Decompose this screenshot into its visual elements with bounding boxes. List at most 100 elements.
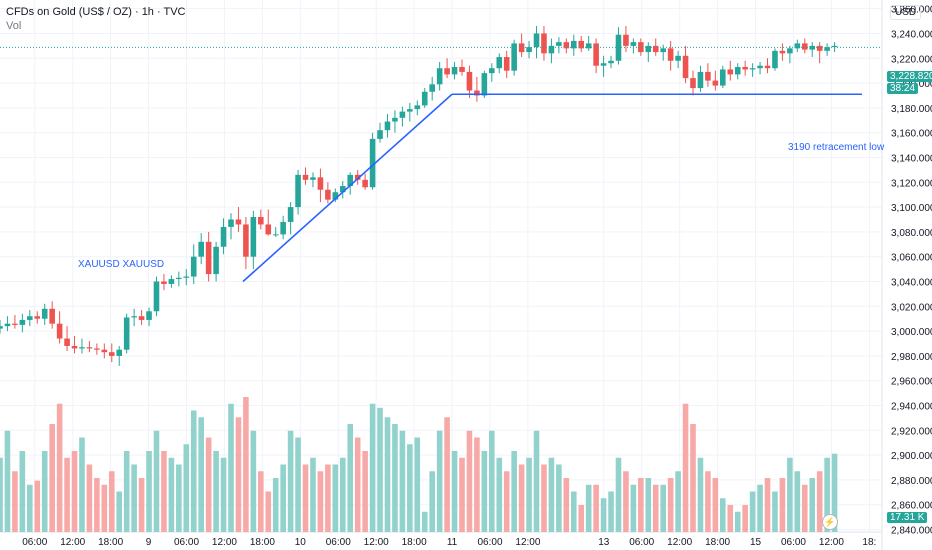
volume-bar — [682, 403, 689, 532]
retracement-label: 3190 retracement low — [788, 142, 885, 153]
volume-bar — [757, 484, 763, 532]
volume-bar — [362, 451, 368, 532]
volume-bar — [593, 484, 599, 532]
candle-body — [489, 68, 495, 74]
volume-bar — [49, 424, 55, 532]
candle-body — [101, 349, 108, 353]
volume-bar — [41, 451, 48, 532]
volume-bar — [4, 430, 11, 532]
candle-body — [228, 219, 234, 227]
candle-body — [310, 177, 316, 180]
candle-body — [27, 316, 33, 320]
volume-bar — [526, 457, 532, 532]
volume-bar — [466, 430, 473, 532]
candle-body — [742, 66, 748, 70]
candle-body — [720, 69, 726, 86]
volume-bar — [354, 437, 361, 532]
candle-body — [183, 276, 190, 278]
volume-bar — [369, 403, 376, 532]
x-tick-label: 06:00 — [174, 537, 199, 548]
volume-bar — [228, 403, 234, 532]
y-tick-label: 3,220.000 — [891, 54, 932, 65]
volume-bar — [556, 464, 562, 532]
volume-bar — [317, 471, 324, 532]
x-tick-label: 13 — [598, 537, 610, 548]
candle-body — [548, 45, 555, 54]
lightning-alert-icon[interactable]: ⚡ — [822, 514, 838, 530]
candle-body — [809, 45, 816, 50]
y-tick-label: 2,920.000 — [891, 426, 932, 437]
x-tick-label: 12:00 — [819, 537, 844, 548]
volume-bar — [623, 471, 629, 532]
candle-body — [64, 338, 70, 346]
volume-bar — [258, 471, 264, 532]
volume-bar — [697, 457, 704, 532]
candle-body — [533, 33, 540, 48]
volume-bar — [749, 491, 756, 532]
candle-body — [444, 68, 450, 75]
volume-bar — [250, 430, 257, 532]
countdown-badge: 38:24 — [887, 83, 919, 94]
candle-body — [250, 217, 257, 257]
volume-bar — [600, 498, 607, 532]
volume-bar — [816, 471, 823, 532]
volume-bar — [645, 478, 652, 532]
candle-body — [697, 71, 704, 89]
volume-bar — [615, 457, 622, 532]
candle-body — [280, 221, 286, 235]
volume-legend: Vol — [6, 20, 22, 32]
volume-bar — [190, 410, 197, 532]
candle-body — [272, 234, 279, 236]
candle-body — [690, 78, 696, 89]
volume-bar — [27, 484, 33, 532]
candle-body — [392, 117, 398, 122]
volume-bar — [146, 451, 152, 532]
volume-bar — [779, 478, 786, 532]
candle-body — [459, 66, 465, 72]
candle-body — [56, 323, 63, 339]
candle-body — [86, 347, 93, 349]
x-tick-label: 12:00 — [667, 537, 692, 548]
candle-body — [421, 91, 428, 106]
volume-bar — [764, 478, 771, 532]
volume-bar — [235, 417, 242, 532]
candle-body — [71, 345, 78, 349]
candle-body — [414, 105, 421, 110]
currency-selector[interactable]: USD — [890, 5, 922, 20]
candle-body — [608, 60, 614, 64]
volume-bar — [19, 451, 26, 532]
candle-body — [153, 281, 160, 312]
y-tick-label: 3,100.000 — [891, 203, 932, 214]
volume-bar — [183, 444, 190, 532]
candle-body — [474, 90, 480, 96]
volume-bar — [794, 471, 801, 532]
x-tick-label: 11 — [447, 537, 458, 548]
volume-bar — [302, 464, 309, 532]
candle-body — [623, 34, 629, 46]
x-tick-label: 18:00 — [705, 537, 730, 548]
x-tick-label: 12:00 — [515, 537, 540, 548]
candle-body — [667, 48, 674, 61]
x-tick-label: 9 — [146, 537, 152, 548]
candle-body — [176, 277, 182, 280]
volume-bar — [772, 491, 778, 532]
candle-body — [235, 219, 242, 225]
volume-bar — [474, 437, 480, 532]
y-tick-label: 3,160.000 — [891, 129, 932, 140]
y-tick-label: 2,860.000 — [891, 501, 932, 512]
candle-body — [295, 174, 301, 208]
volume-bar — [198, 417, 204, 532]
volume-bar — [712, 478, 719, 532]
candle-body — [652, 45, 659, 53]
candle-body — [94, 348, 100, 350]
y-tick-label: 3,080.000 — [891, 228, 932, 239]
candle-body — [41, 308, 48, 319]
volume-bar — [801, 484, 808, 532]
candle-body — [585, 43, 592, 49]
candle-body — [645, 45, 652, 53]
volume-bar — [705, 471, 711, 532]
volume-bar — [407, 444, 413, 532]
volume-bar — [265, 491, 272, 532]
candle-body — [593, 43, 599, 66]
